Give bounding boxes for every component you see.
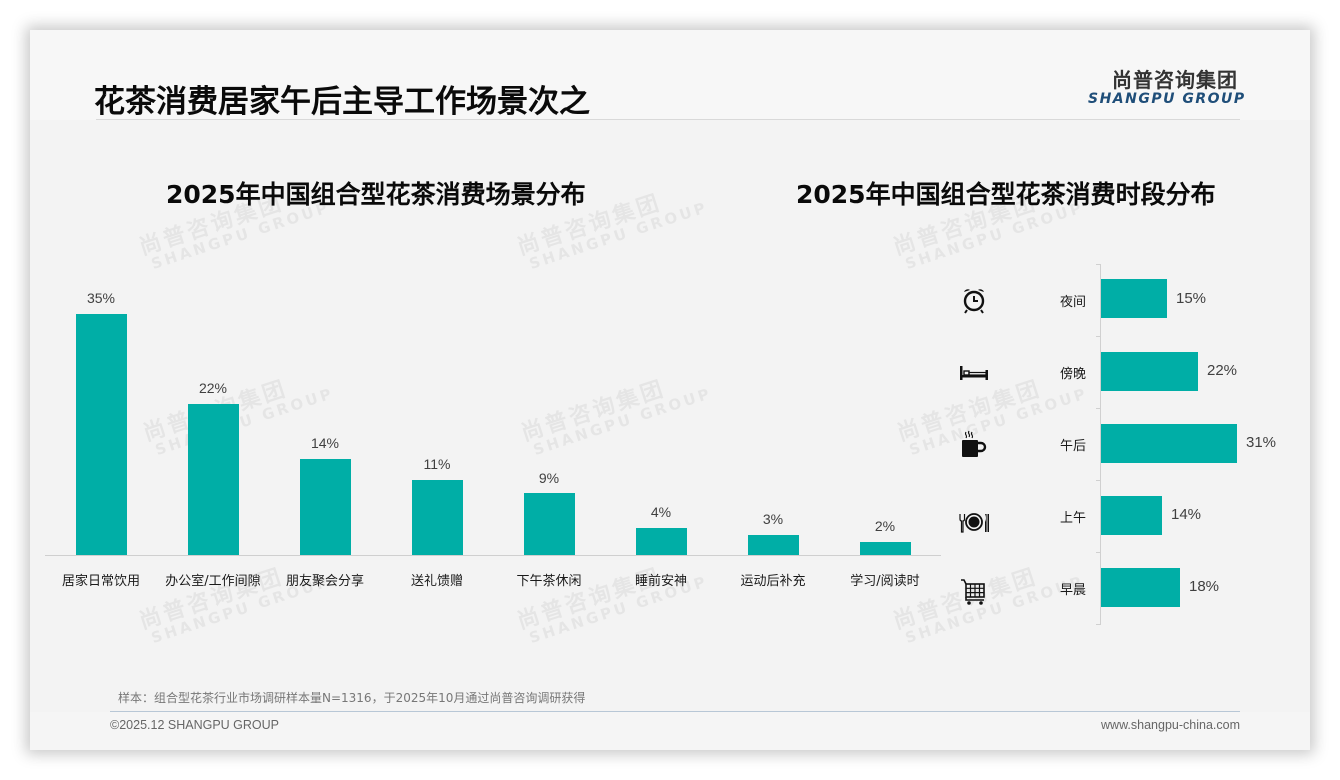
- plate-cutlery-icon: [959, 513, 989, 533]
- category-label: 睡前安神: [634, 574, 687, 589]
- period-label: 午后: [1060, 439, 1087, 454]
- brand-logo: 尚普咨询集团 SHANGPU GROUP: [1088, 64, 1246, 107]
- bar: [524, 493, 575, 555]
- bar: [188, 404, 239, 555]
- category-label: 下午茶休闲: [516, 574, 582, 589]
- period-label: 早晨: [1060, 583, 1087, 598]
- bar-value: 22%: [1207, 362, 1238, 379]
- bar: [412, 480, 463, 555]
- category-label: 居家日常饮用: [61, 574, 140, 589]
- category-label: 办公室/工作间隙: [165, 574, 261, 589]
- bar-value: 3%: [762, 511, 784, 527]
- footer-band: [30, 712, 1310, 750]
- bar-value: 35%: [86, 290, 116, 306]
- category-label: 朋友聚会分享: [285, 574, 364, 589]
- period-label: 傍晚: [1060, 367, 1087, 382]
- bar-value: 11%: [423, 456, 451, 472]
- x-axis: [45, 555, 941, 556]
- bar-value: 14%: [310, 435, 340, 451]
- bar: [76, 314, 127, 555]
- bar: [300, 459, 351, 555]
- bar: [1101, 279, 1167, 318]
- bar: [1101, 568, 1180, 607]
- bar: [1101, 352, 1198, 391]
- bar-value: 18%: [1189, 578, 1220, 595]
- page-title: 花茶消费居家午后主导工作场景次之: [94, 84, 590, 120]
- y-axis: [1100, 264, 1101, 624]
- website-link[interactable]: www.shangpu-china.com: [1101, 718, 1240, 732]
- axis-tick: [1096, 336, 1101, 337]
- bar-value: 15%: [1176, 290, 1207, 307]
- bar-value: 14%: [1171, 506, 1202, 523]
- bar-value: 31%: [1246, 434, 1277, 451]
- category-label: 运动后补充: [740, 574, 806, 589]
- header-band: [30, 30, 1310, 120]
- category-label: 送礼馈赠: [410, 574, 463, 589]
- bar-value: 22%: [198, 380, 228, 396]
- alarm-clock-icon: [963, 289, 985, 314]
- bar: [860, 542, 911, 555]
- coffee-mug-icon: [962, 430, 987, 457]
- right-chart-title: 2025年中国组合型花茶消费时段分布: [796, 180, 1216, 209]
- period-label: 夜间: [1060, 295, 1087, 310]
- axis-tick: [1096, 552, 1101, 553]
- bar: [636, 528, 687, 555]
- bed-icon: [960, 366, 988, 380]
- brand-name-cn: 尚普咨询集团: [1112, 68, 1238, 92]
- copyright: ©2025.12 SHANGPU GROUP: [110, 718, 279, 732]
- period-label: 上午: [1060, 511, 1087, 526]
- bar: [748, 535, 799, 555]
- bar-value: 2%: [874, 518, 896, 534]
- slide: 尚普咨询集团 SHANGPU GROUP 尚普咨询集团 SHANGPU GROUP …: [30, 30, 1310, 750]
- bar: [1101, 424, 1237, 463]
- bar: [1101, 496, 1162, 535]
- axis-tick: [1096, 408, 1101, 409]
- shopping-cart-icon: [961, 579, 985, 605]
- axis-tick: [1096, 480, 1101, 481]
- axis-tick: [1096, 624, 1101, 625]
- bar-value: 4%: [650, 504, 672, 520]
- axis-tick: [1096, 264, 1101, 265]
- left-chart-title: 2025年中国组合型花茶消费场景分布: [166, 180, 586, 209]
- category-label: 学习/阅读时: [850, 574, 920, 589]
- brand-name-en: SHANGPU GROUP: [1088, 91, 1246, 107]
- bar-value: 9%: [538, 470, 560, 486]
- footer-divider: [110, 711, 1240, 712]
- sample-note: 样本：组合型花茶行业市场调研样本量N=1316，于2025年10月通过尚普咨询调…: [118, 691, 586, 705]
- title-divider: [96, 119, 1240, 120]
